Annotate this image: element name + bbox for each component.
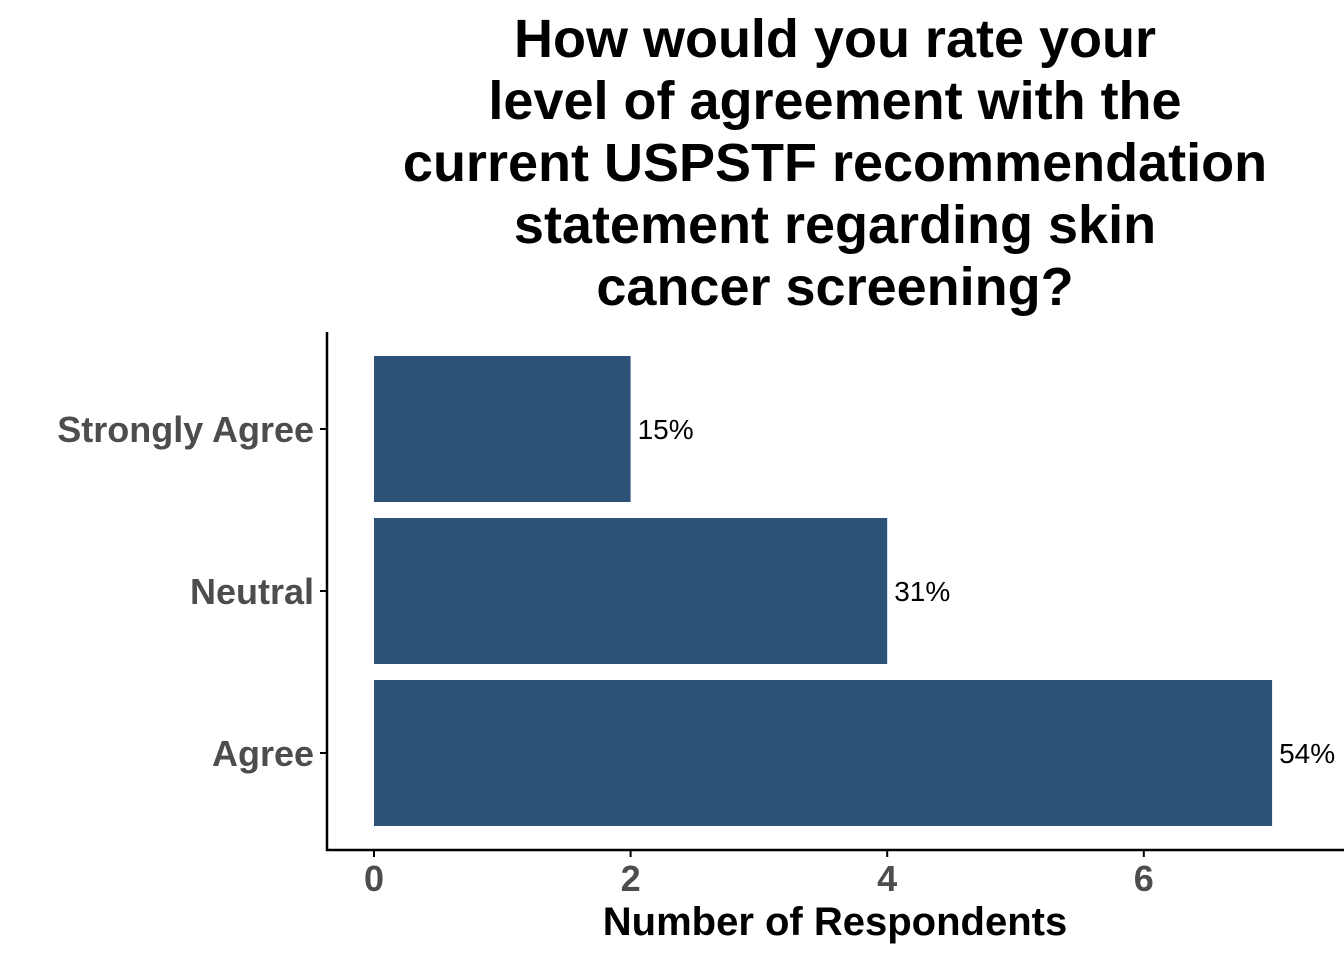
- y-tick-label: Agree: [212, 733, 314, 774]
- chart-title-line: cancer screening?: [596, 257, 1073, 317]
- bar: [374, 680, 1273, 826]
- x-tick-label: 4: [877, 858, 897, 899]
- x-tick-label: 6: [1134, 858, 1154, 899]
- chart-title-line: statement regarding skin: [514, 195, 1156, 255]
- x-axis-title: Number of Respondents: [603, 900, 1067, 944]
- x-tick-label: 2: [621, 858, 641, 899]
- chart-title-line: level of agreement with the: [488, 71, 1181, 131]
- axes-layer: Strongly Agree Neutral Agree 0 2 4 6: [57, 332, 1344, 899]
- bars-layer: 15% 31% 54%: [374, 356, 1335, 826]
- bar-data-label: 54%: [1279, 738, 1335, 769]
- bar: [374, 356, 631, 502]
- chart-title: How would you rate your level of agreeme…: [403, 9, 1267, 317]
- bar-data-label: 15%: [638, 414, 694, 445]
- chart-title-line: How would you rate your: [514, 9, 1156, 69]
- chart-title-line: current USPSTF recommendation: [403, 133, 1267, 193]
- bar-data-label: 31%: [894, 576, 950, 607]
- y-tick-label: Neutral: [190, 571, 314, 612]
- x-tick-label: 0: [364, 858, 384, 899]
- y-tick-label: Strongly Agree: [57, 409, 314, 450]
- bar: [374, 518, 888, 664]
